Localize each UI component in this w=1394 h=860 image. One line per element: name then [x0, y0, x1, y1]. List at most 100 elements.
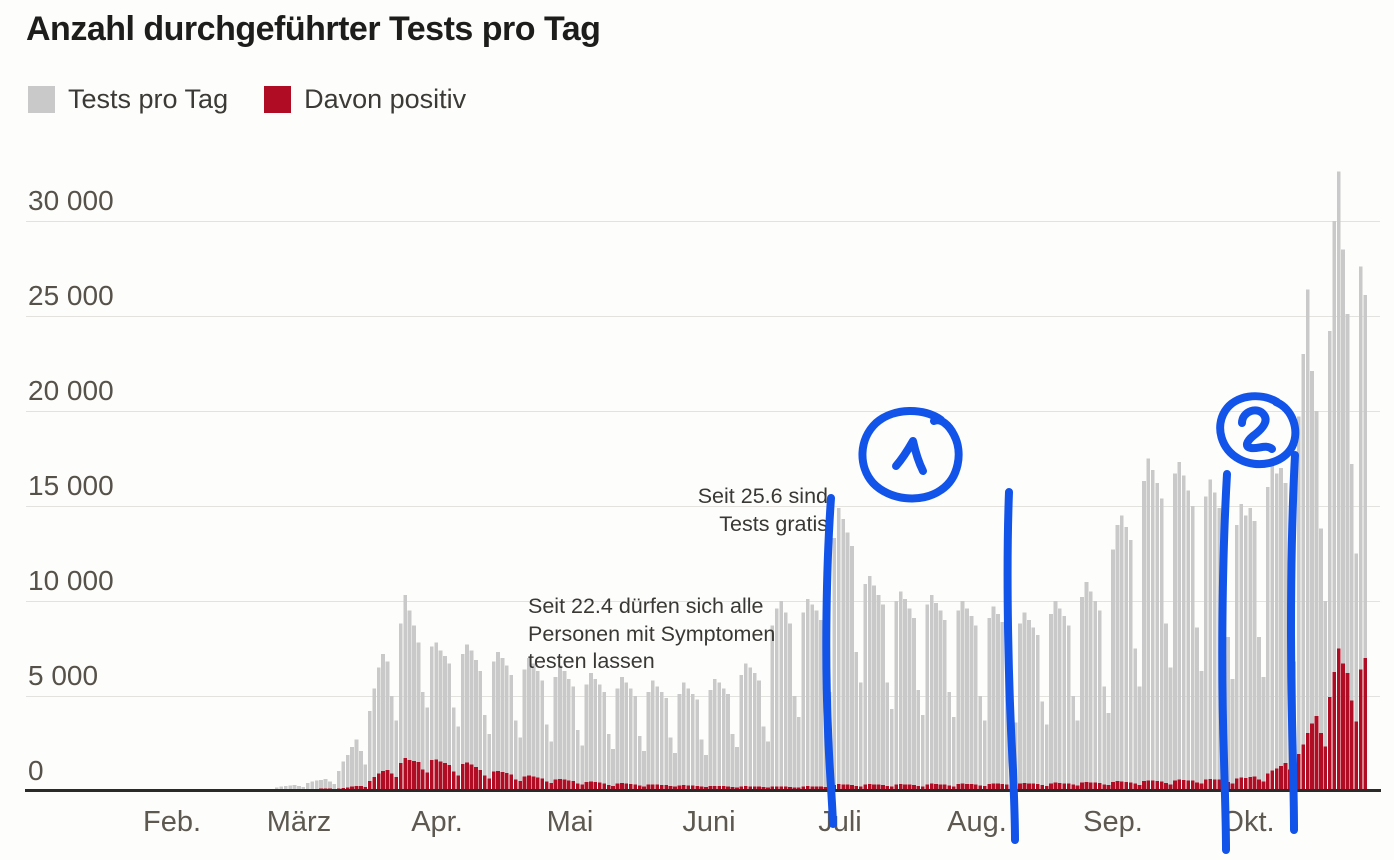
bar-positive-day	[730, 786, 735, 789]
x-tick-label: März	[266, 806, 332, 838]
legend: Tests pro Tag Davon positiv	[28, 84, 466, 115]
bar-positive-day	[1177, 779, 1182, 789]
bar-tests-day	[726, 694, 730, 789]
bar-tests-day	[934, 602, 938, 789]
bar-tests-day	[881, 604, 885, 789]
bar-positive-day	[1181, 779, 1186, 789]
bar-positive-day	[363, 787, 368, 789]
bar-positive-day	[726, 786, 730, 789]
bar-positive-day	[491, 771, 496, 789]
bar-positive-day	[735, 787, 739, 789]
x-tick-label: Juni	[682, 806, 736, 838]
bar-tests-day	[390, 695, 394, 789]
annotation-free-tests: Seit 25.6 sind Tests gratis	[698, 483, 828, 538]
bar-tests-day	[301, 786, 306, 789]
bar-positive-day	[496, 770, 500, 789]
x-axis-baseline	[25, 789, 1381, 792]
bar-tests-day	[1221, 523, 1226, 789]
bar-positive-day	[854, 785, 859, 789]
bar-tests-day	[336, 770, 341, 789]
bar-tests-day	[1044, 724, 1049, 789]
bar-tests-day	[863, 583, 868, 789]
bar-positive-day	[385, 769, 390, 789]
bar-positive-day	[1133, 783, 1137, 789]
bar-positive-day	[1341, 663, 1345, 789]
bar-positive-day	[1314, 715, 1319, 789]
bar-tests-day	[894, 600, 899, 789]
bar-tests-day	[987, 618, 991, 789]
legend-label-positive: Davon positiv	[304, 84, 467, 114]
bar-tests-day	[403, 595, 407, 789]
bar-tests-day	[500, 657, 505, 789]
bar-positive-day	[500, 771, 505, 789]
bar-tests-day	[518, 737, 523, 789]
bar-positive-day	[960, 783, 965, 789]
bar-positive-day	[712, 785, 717, 789]
bar-tests-day	[580, 745, 584, 789]
bar-positive-day	[867, 784, 872, 789]
bar-tests-day	[637, 735, 642, 789]
bar-positive-day	[509, 774, 514, 789]
bar-tests-day	[372, 688, 377, 789]
bar-tests-day	[1009, 697, 1014, 789]
bar-positive-day	[965, 783, 969, 789]
bar-tests-day	[1150, 469, 1155, 789]
bar-tests-day	[1257, 637, 1261, 789]
bar-positive-day	[562, 779, 567, 789]
bar-positive-day	[1212, 779, 1217, 789]
y-tick-label: 10 000	[28, 565, 114, 596]
bar-tests-day	[544, 724, 549, 789]
bar-tests-day	[1040, 701, 1045, 789]
bar-tests-day	[1199, 671, 1204, 789]
bar-positive-day	[1146, 780, 1151, 789]
bar-positive-day	[766, 787, 770, 789]
bar-positive-day	[527, 775, 531, 789]
bar-positive-day	[850, 785, 854, 789]
bar-tests-day	[1350, 464, 1354, 789]
bar-positive-day	[1332, 672, 1337, 789]
bar-positive-day	[943, 784, 947, 789]
bar-tests-day	[735, 747, 739, 789]
bar-tests-day	[1071, 695, 1076, 789]
bar-tests-day	[1089, 591, 1093, 789]
gridline-25000	[26, 316, 1380, 317]
bar-tests-day	[513, 720, 518, 789]
bar-tests-day	[566, 678, 571, 789]
bar-positive-day	[1066, 783, 1071, 789]
bar-tests-day	[527, 657, 531, 789]
bar-positive-day	[996, 783, 1000, 789]
bar-tests-day	[770, 625, 775, 789]
bar-positive-day	[929, 783, 934, 789]
x-tick-label: Apr.	[411, 806, 463, 838]
bar-tests-day	[1190, 505, 1195, 789]
bar-tests-day	[1093, 600, 1098, 789]
y-tick-label: 0	[28, 755, 44, 786]
bar-tests-day	[801, 612, 806, 789]
bar-tests-day	[363, 764, 368, 789]
x-tick-label: Feb.	[142, 806, 202, 838]
bar-tests-day	[805, 599, 810, 789]
bar-tests-day	[1027, 619, 1031, 789]
bar-tests-day	[1239, 504, 1244, 789]
bar-tests-day	[1142, 481, 1146, 789]
bar-tests-day	[412, 625, 416, 789]
bar-tests-day	[1115, 524, 1120, 789]
bar-tests-day	[907, 608, 912, 789]
bar-tests-day	[938, 610, 943, 789]
bar-positive-day	[673, 786, 677, 789]
bar-tests-day	[620, 676, 624, 789]
bar-tests-day	[1332, 220, 1337, 789]
bar-tests-day	[310, 781, 315, 789]
bar-tests-day	[1323, 600, 1328, 789]
bar-tests-day	[589, 673, 593, 789]
bar-positive-day	[783, 786, 788, 789]
bar-positive-day	[739, 786, 744, 789]
bar-tests-day	[1097, 610, 1102, 789]
bar-positive-day	[336, 788, 341, 789]
bar-tests-day	[920, 714, 925, 789]
bar-tests-day	[1159, 498, 1164, 789]
bar-tests-day	[1279, 467, 1283, 789]
bar-positive-day	[566, 780, 571, 789]
bar-positive-day	[810, 786, 815, 789]
